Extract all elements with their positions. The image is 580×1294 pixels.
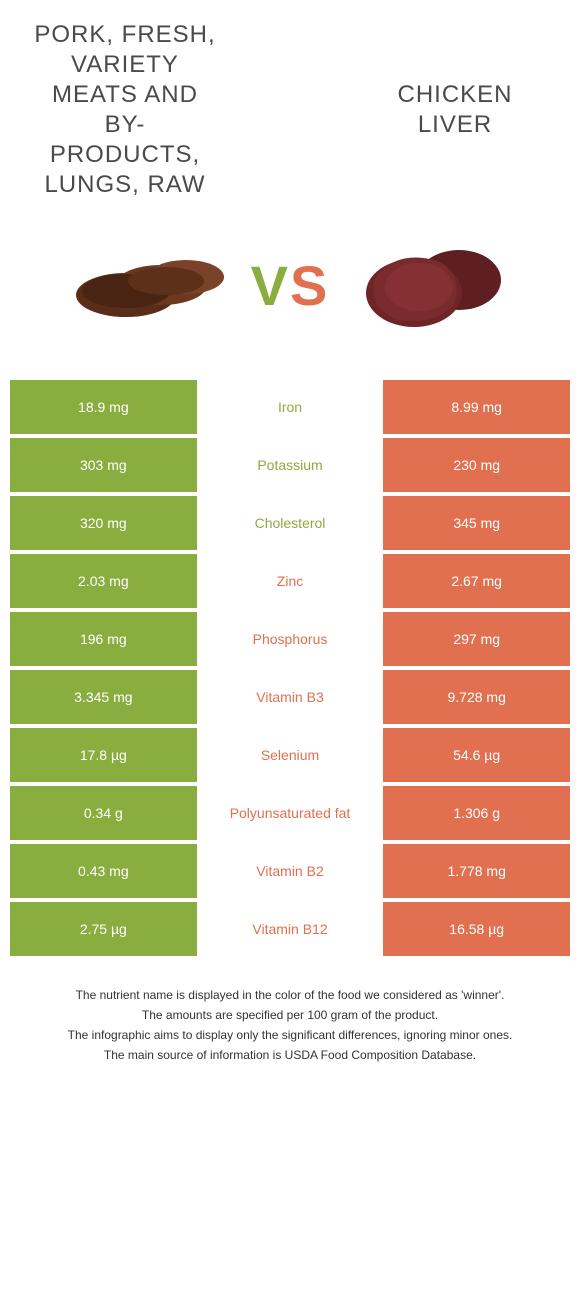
vs-row: VS [0, 210, 580, 380]
right-value: 1.778 mg [383, 844, 570, 898]
footer-line: The nutrient name is displayed in the co… [30, 986, 550, 1004]
left-value: 17.8 µg [10, 728, 197, 782]
nutrient-name: Vitamin B2 [197, 844, 384, 898]
nutrient-name: Iron [197, 380, 384, 434]
nutrient-row: 18.9 mgIron8.99 mg [10, 380, 570, 434]
left-value: 303 mg [10, 438, 197, 492]
right-value: 297 mg [383, 612, 570, 666]
nutrient-row: 2.75 µgVitamin B1216.58 µg [10, 902, 570, 956]
nutrient-name: Phosphorus [197, 612, 384, 666]
footer-line: The infographic aims to display only the… [30, 1026, 550, 1044]
nutrient-row: 17.8 µgSelenium54.6 µg [10, 728, 570, 782]
nutrient-row: 320 mgCholesterol345 mg [10, 496, 570, 550]
vs-s: S [290, 254, 329, 317]
nutrient-name: Vitamin B3 [197, 670, 384, 724]
nutrient-row: 196 mgPhosphorus297 mg [10, 612, 570, 666]
left-value: 3.345 mg [10, 670, 197, 724]
right-value: 230 mg [383, 438, 570, 492]
footer-line: The main source of information is USDA F… [30, 1046, 550, 1064]
nutrient-name: Zinc [197, 554, 384, 608]
left-food-image [61, 220, 241, 350]
left-value: 18.9 mg [10, 380, 197, 434]
footer-notes: The nutrient name is displayed in the co… [30, 986, 550, 1064]
right-value: 345 mg [383, 496, 570, 550]
nutrient-row: 303 mgPotassium230 mg [10, 438, 570, 492]
left-value: 0.43 mg [10, 844, 197, 898]
nutrient-row: 2.03 mgZinc2.67 mg [10, 554, 570, 608]
right-value: 2.67 mg [383, 554, 570, 608]
nutrient-name: Cholesterol [197, 496, 384, 550]
right-value: 16.58 µg [383, 902, 570, 956]
nutrient-row: 3.345 mgVitamin B39.728 mg [10, 670, 570, 724]
nutrient-name: Polyunsaturated fat [197, 786, 384, 840]
nutrient-row: 0.34 gPolyunsaturated fat1.306 g [10, 786, 570, 840]
left-value: 0.34 g [10, 786, 197, 840]
left-value: 320 mg [10, 496, 197, 550]
left-food-title: Pork, fresh, variety meats and by-produc… [30, 20, 220, 200]
vs-label: VS [241, 253, 340, 318]
right-food-title: Chicken liver [360, 20, 550, 200]
right-value: 1.306 g [383, 786, 570, 840]
footer-line: The amounts are specified per 100 gram o… [30, 1006, 550, 1024]
nutrient-name: Vitamin B12 [197, 902, 384, 956]
right-value: 9.728 mg [383, 670, 570, 724]
header: Pork, fresh, variety meats and by-produc… [0, 0, 580, 210]
right-value: 54.6 µg [383, 728, 570, 782]
nutrient-name: Selenium [197, 728, 384, 782]
right-food-image [339, 220, 519, 350]
nutrient-name: Potassium [197, 438, 384, 492]
nutrient-table: 18.9 mgIron8.99 mg303 mgPotassium230 mg3… [10, 380, 570, 956]
left-value: 196 mg [10, 612, 197, 666]
vs-v: V [251, 254, 290, 317]
right-value: 8.99 mg [383, 380, 570, 434]
nutrient-row: 0.43 mgVitamin B21.778 mg [10, 844, 570, 898]
left-value: 2.75 µg [10, 902, 197, 956]
left-value: 2.03 mg [10, 554, 197, 608]
